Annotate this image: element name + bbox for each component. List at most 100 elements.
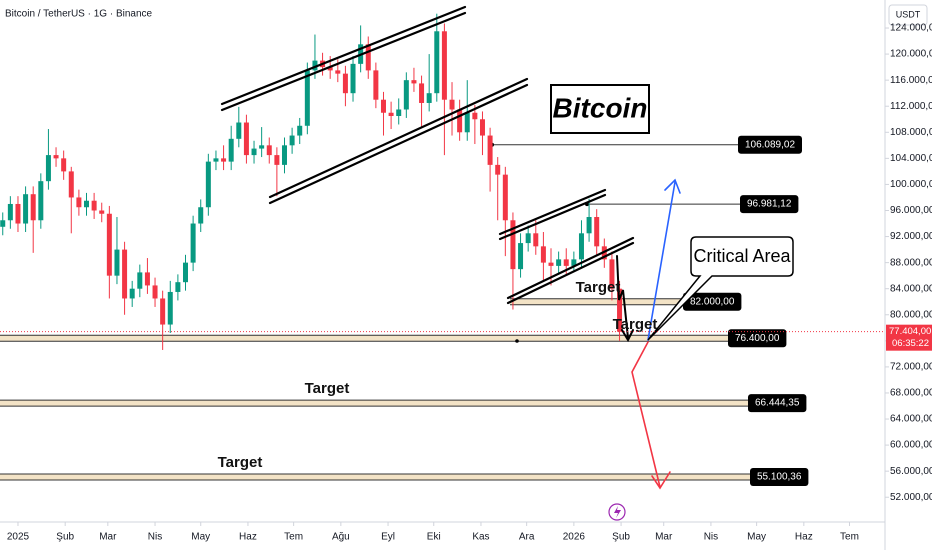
candle-body <box>594 217 600 247</box>
candle-body <box>160 298 166 325</box>
candle-body <box>167 291 173 325</box>
level-label: 106.089,02 <box>745 139 795 150</box>
candle-body <box>137 272 143 289</box>
y-tick-label: 96.000,00 <box>890 205 932 216</box>
candle-body <box>388 112 394 116</box>
channel-line <box>268 77 529 199</box>
level-label-box <box>750 468 809 487</box>
candle-body <box>0 220 6 227</box>
last-price-label: 77.404,00 <box>889 326 931 337</box>
candle-body <box>213 158 219 162</box>
x-tick-label: Nis <box>704 532 718 543</box>
y-tick-label: 72.000,00 <box>890 362 932 373</box>
candle-body <box>502 174 508 221</box>
candle-body <box>175 282 181 292</box>
candle-body <box>30 194 36 221</box>
candle-body <box>419 83 425 103</box>
candle-body <box>297 125 303 136</box>
level-label-box <box>748 394 807 413</box>
candle-body <box>266 145 272 156</box>
arrow-head <box>664 178 681 194</box>
drawings <box>220 5 681 490</box>
annotation-critical: Critical Area <box>693 246 791 266</box>
candle-body <box>571 259 577 266</box>
candle-body <box>38 181 44 221</box>
x-tick-label: Haz <box>795 532 813 543</box>
annotation-target: Target <box>613 316 658 333</box>
candle-body <box>84 200 90 208</box>
candle-body <box>53 155 59 159</box>
candle-body <box>106 213 112 276</box>
candle-body <box>495 164 501 175</box>
y-tick-label: 108.000,00 <box>890 127 932 138</box>
candle-body <box>205 161 211 208</box>
level-label: 76.400,00 <box>735 333 780 344</box>
channel-line <box>498 193 607 241</box>
x-tick-label: Şub <box>612 532 630 543</box>
arrow-head <box>621 329 634 343</box>
x-tick-label: May <box>747 532 766 543</box>
last-price-box <box>886 324 932 351</box>
y-tick-label: 52.000,00 <box>890 492 932 503</box>
candle-body <box>259 145 265 149</box>
candle-body <box>533 233 539 247</box>
candle-body <box>198 207 204 224</box>
x-tick-label: Kas <box>472 532 489 543</box>
candle-body <box>525 233 531 244</box>
y-tick-label: 56.000,00 <box>890 466 932 477</box>
y-tick-label: 88.000,00 <box>890 257 932 268</box>
candle-body <box>144 272 150 286</box>
candle-body <box>510 220 516 270</box>
candle-body <box>61 158 67 172</box>
candle-body <box>190 223 196 263</box>
y-tick-label: 64.000,00 <box>890 414 932 425</box>
level-band <box>0 400 748 407</box>
candle-body <box>556 259 562 266</box>
x-tick-label: Haz <box>239 532 257 543</box>
currency-box[interactable] <box>888 4 928 26</box>
y-tick-label: 112.000,00 <box>890 101 932 112</box>
candle-body <box>152 285 158 299</box>
candle-body <box>221 158 227 162</box>
candle-body <box>365 44 371 71</box>
candle-body <box>7 203 13 221</box>
x-tick-label: Ağu <box>332 532 350 543</box>
candle-body <box>236 122 242 139</box>
candle-body <box>68 171 74 198</box>
candle-body <box>243 122 249 156</box>
countdown: 06:35:22 <box>892 338 929 349</box>
candle-body <box>449 99 455 110</box>
down-arrow <box>631 341 661 488</box>
channel-line <box>268 83 529 205</box>
candle-body <box>228 138 234 162</box>
candle-body <box>99 210 105 214</box>
y-tick-label: 84.000,00 <box>890 283 932 294</box>
event-icon-bolt <box>614 506 621 518</box>
channel-line <box>220 5 467 106</box>
annotation-target: Target <box>576 279 621 296</box>
candle-body <box>548 262 554 266</box>
candle-body <box>335 70 341 74</box>
level-band <box>510 298 683 305</box>
candle-body <box>380 99 386 113</box>
y-tick-label: 124.000,00 <box>890 23 932 34</box>
candle-body <box>441 31 447 100</box>
candle-body <box>426 93 432 103</box>
title-box <box>550 84 650 134</box>
level-label: 66.444,35 <box>755 398 800 409</box>
candle-body <box>411 80 417 84</box>
channel-line <box>498 188 607 236</box>
candle-body <box>76 197 82 208</box>
x-tick-label: Eyl <box>381 532 395 543</box>
candle-body <box>617 288 623 332</box>
level-label-box <box>728 329 787 348</box>
candle-body <box>373 70 379 100</box>
candle-body <box>472 112 478 120</box>
x-tick-label: Ara <box>519 532 535 543</box>
candles <box>0 13 623 350</box>
y-tick-label: 120.000,00 <box>890 49 932 60</box>
x-tick-label: Şub <box>56 532 74 543</box>
candle-body <box>434 31 440 94</box>
candle-body <box>563 259 569 266</box>
